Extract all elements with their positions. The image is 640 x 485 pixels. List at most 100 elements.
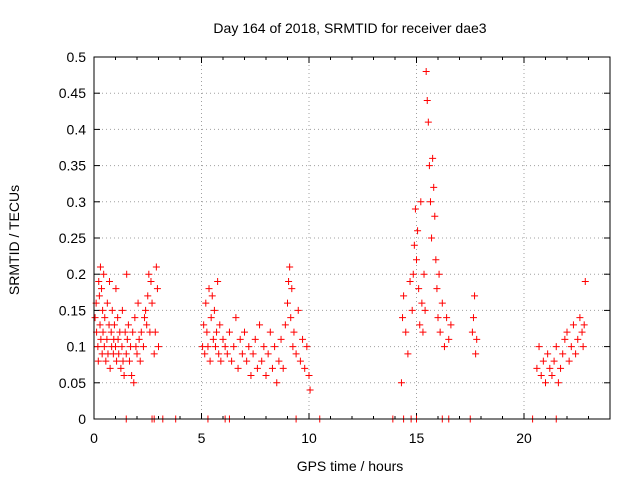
data-point xyxy=(95,277,103,285)
data-point xyxy=(299,335,307,343)
data-point xyxy=(204,343,212,351)
data-point xyxy=(96,321,104,329)
data-point xyxy=(102,357,110,365)
data-point xyxy=(131,314,139,322)
data-point xyxy=(580,321,588,329)
data-point xyxy=(561,335,569,343)
data-point xyxy=(472,350,480,358)
data-point xyxy=(266,328,274,336)
data-point xyxy=(535,343,543,351)
data-point xyxy=(303,343,311,351)
data-point xyxy=(542,379,549,387)
data-point xyxy=(249,350,257,358)
data-point xyxy=(133,350,141,358)
data-point xyxy=(417,198,425,206)
y-tick-label: 0.5 xyxy=(67,49,87,65)
data-point xyxy=(258,357,266,365)
data-point xyxy=(260,343,268,351)
data-point xyxy=(145,270,153,278)
y-tick-label: 0.05 xyxy=(59,375,86,391)
data-point xyxy=(430,183,438,191)
data-point xyxy=(425,162,433,170)
data-point xyxy=(139,343,147,351)
data-point xyxy=(301,364,309,372)
data-point xyxy=(203,328,211,336)
data-point xyxy=(579,343,587,351)
data-point xyxy=(552,343,560,351)
data-point xyxy=(105,277,113,285)
data-point xyxy=(152,263,160,271)
data-point xyxy=(418,299,426,307)
data-point xyxy=(275,357,283,365)
data-point xyxy=(565,357,573,365)
data-point xyxy=(416,321,424,329)
data-point xyxy=(290,328,298,336)
data-point xyxy=(409,270,417,278)
data-point xyxy=(550,357,558,365)
data-point xyxy=(286,263,294,271)
data-point xyxy=(112,285,120,293)
data-point xyxy=(306,386,314,394)
data-point xyxy=(110,321,118,329)
data-point xyxy=(216,321,224,329)
data-point xyxy=(445,335,453,343)
data-point xyxy=(121,328,129,336)
data-point xyxy=(410,241,418,249)
data-point xyxy=(211,343,219,351)
data-point xyxy=(433,285,441,293)
data-point xyxy=(404,350,412,358)
data-point xyxy=(91,314,99,322)
data-point xyxy=(406,277,414,285)
data-point xyxy=(548,372,556,380)
data-point xyxy=(264,350,272,358)
data-point xyxy=(150,350,158,358)
data-point xyxy=(296,357,304,365)
data-point xyxy=(115,350,123,358)
data-point xyxy=(554,379,562,387)
data-point xyxy=(567,343,575,351)
data-point xyxy=(238,350,246,358)
data-point xyxy=(284,299,291,307)
data-point xyxy=(215,350,223,358)
x-tick-label: 15 xyxy=(409,430,425,446)
data-point xyxy=(95,292,103,300)
data-point xyxy=(429,154,437,162)
chart-title: Day 164 of 2018, SRMTID for receiver dae… xyxy=(213,20,486,36)
data-point xyxy=(473,335,481,343)
data-point xyxy=(230,343,238,351)
data-point xyxy=(232,314,240,322)
data-point xyxy=(428,234,436,242)
data-point xyxy=(128,372,136,380)
data-point xyxy=(207,314,215,322)
data-point xyxy=(119,357,127,365)
data-point xyxy=(236,335,244,343)
data-point xyxy=(281,321,289,329)
data-point xyxy=(107,328,115,336)
data-points xyxy=(91,67,589,423)
data-point xyxy=(112,343,119,351)
data-point xyxy=(247,372,255,380)
data-point xyxy=(241,328,248,336)
data-point xyxy=(469,314,477,322)
y-tick-label: 0.25 xyxy=(59,230,86,246)
y-tick-label: 0.2 xyxy=(67,266,87,282)
data-point xyxy=(256,321,264,329)
data-point xyxy=(262,372,270,380)
data-point xyxy=(123,335,131,343)
data-point xyxy=(202,299,210,307)
data-point xyxy=(228,357,236,365)
data-point xyxy=(206,357,214,365)
data-point xyxy=(288,285,296,293)
data-point xyxy=(114,335,122,343)
data-point xyxy=(153,285,161,293)
data-point xyxy=(141,314,149,322)
data-point xyxy=(135,335,143,343)
data-point xyxy=(415,285,423,293)
data-point xyxy=(209,335,217,343)
data-point xyxy=(100,343,108,351)
data-point xyxy=(436,328,444,336)
data-point xyxy=(294,306,302,314)
data-point xyxy=(94,343,102,351)
y-axis-label: SRMTID / TECUs xyxy=(6,185,22,295)
